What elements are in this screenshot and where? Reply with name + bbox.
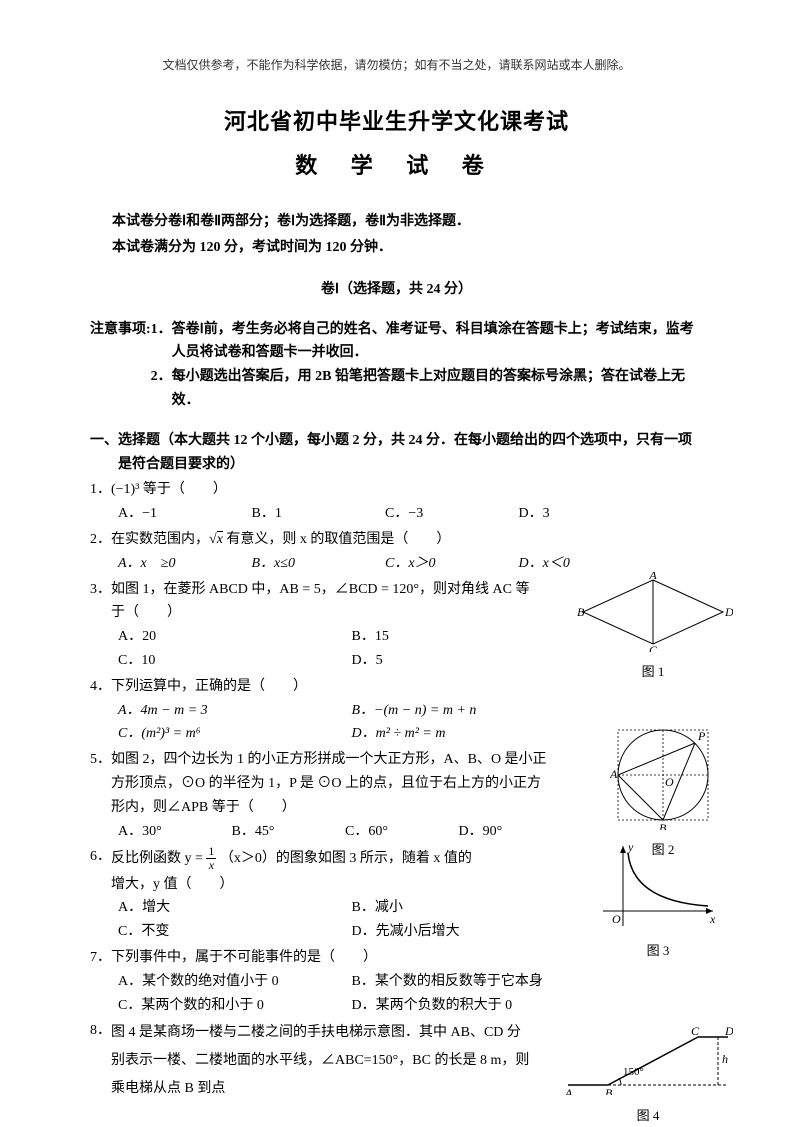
q7-opt-d: D．某两个负数的积大于 0	[352, 994, 513, 1018]
svg-text:P: P	[697, 729, 706, 743]
svg-text:B: B	[659, 821, 667, 830]
q1-options: A．−1 B．1 C．−3 D．3	[118, 502, 703, 526]
svg-text:A: A	[648, 572, 657, 582]
notes-key: 注意事项:	[90, 318, 151, 366]
title-main: 河北省初中毕业生升学文化课考试	[90, 103, 703, 140]
hyperbola-icon: x y O	[598, 841, 718, 931]
figure-2: A B O P 图 2	[608, 720, 718, 861]
question-2: 2． 在实数范围内，√x 有意义，则 x 的取值范围是（ ） A．x ≥0 B．…	[90, 528, 703, 576]
section-head: 一、 选择题（本大题共 12 个小题，每小题 2 分，共 24 分．在每小题给出…	[90, 429, 703, 477]
q6-opt-b: B．减小	[352, 896, 403, 920]
q4-text: 下列运算中，正确的是（ ）	[111, 675, 703, 699]
svg-text:C: C	[691, 1025, 700, 1038]
figure-3: x y O 图 3	[598, 841, 718, 962]
question-6: 6． 反比例函数 y = 1x （x＞0）的图象如图 3 所示，随着 x 值的 …	[90, 845, 703, 944]
escalator-icon: A B C D h 150°	[563, 1025, 733, 1095]
exam-page: 文档仅供参考，不能作为科学依据，请勿模仿；如有不当之处，请联系网站或本人删除。 …	[0, 0, 793, 1122]
q4-num: 4．	[90, 675, 111, 699]
q1-opt-a: A．−1	[118, 502, 248, 526]
svg-text:A: A	[609, 767, 618, 781]
disclaimer-text: 文档仅供参考，不能作为科学依据，请勿模仿；如有不当之处，请联系网站或本人删除。	[90, 55, 703, 75]
q7-opt-b: B．某个数的相反数等于它本身	[352, 970, 543, 994]
q1-text: (−1)³ 等于（ ）	[111, 478, 703, 502]
svg-text:D: D	[724, 605, 733, 619]
q6-num: 6．	[90, 845, 111, 896]
q5-opt-b: B．45°	[232, 820, 342, 844]
svg-text:x: x	[709, 912, 716, 926]
fig4-caption: 图 4	[563, 1105, 733, 1127]
svg-text:150°: 150°	[623, 1066, 644, 1078]
notes-block: 注意事项: 1． 答卷Ⅰ前，考生务必将自己的姓名、准考证号、科目填涂在答题卡上；…	[90, 318, 703, 413]
question-1: 1． (−1)³ 等于（ ） A．−1 B．1 C．−3 D．3	[90, 478, 703, 526]
q4-opt-b: B．−(m − n) = m + n	[352, 699, 477, 723]
q1-opt-c: C．−3	[385, 502, 515, 526]
section-1-label: 卷Ⅰ（选择题，共 24 分）	[90, 278, 703, 302]
q6-text-c: 增大，y 值（ ）	[111, 877, 234, 892]
q1-opt-b: B．1	[252, 502, 382, 526]
q7-options: A．某个数的绝对值小于 0 B．某个数的相反数等于它本身 C．某两个数的和小于 …	[118, 970, 703, 1018]
q6-opt-a: A．增大	[118, 896, 348, 920]
intro-line-1: 本试卷分卷Ⅰ和卷Ⅱ两部分；卷Ⅰ为选择题，卷Ⅱ为非选择题．	[112, 210, 703, 234]
q2-opt-a: A．x ≥0	[118, 552, 248, 576]
q2-num: 2．	[90, 528, 111, 552]
circle-square-icon: A B O P	[608, 720, 718, 830]
q4-opt-c: C．(m²)³ = m⁶	[118, 722, 348, 746]
svg-text:B: B	[577, 605, 585, 619]
q7-opt-a: A．某个数的绝对值小于 0	[118, 970, 348, 994]
svg-text:A: A	[564, 1086, 573, 1095]
sec-head-text: 一、	[90, 429, 118, 477]
title-sub: 数 学 试 卷	[90, 147, 703, 184]
q6-text-a: 反比例函数 y =	[111, 851, 206, 866]
q8-num: 8．	[90, 1019, 111, 1103]
intro-line-2: 本试卷满分为 120 分，考试时间为 120 分钟．	[112, 236, 703, 260]
q2-text-a: 在实数范围内，	[111, 532, 209, 547]
svg-text:C: C	[649, 643, 658, 652]
svg-text:D: D	[724, 1025, 733, 1038]
rhombus-icon: A B C D	[573, 572, 733, 652]
q3-opt-b: B．15	[352, 625, 389, 649]
q5-opt-a: A．30°	[118, 820, 228, 844]
sec-head-body: 选择题（本大题共 12 个小题，每小题 2 分，共 24 分．在每小题给出的四个…	[118, 429, 703, 477]
q4-opt-d: D．m² ÷ m² = m	[352, 722, 446, 746]
figure-1: A B C D 图 1	[573, 572, 733, 683]
q7-num: 7．	[90, 946, 111, 970]
q6-opt-d: D．先减小后增大	[352, 920, 460, 944]
q6-text-b: （x＞0）的图象如图 3 所示，随着 x 值的	[220, 851, 472, 866]
q7-opt-c: C．某两个数的和小于 0	[118, 994, 348, 1018]
figure-4: A B C D h 150° 图 4	[563, 1025, 733, 1126]
notes-1-num: 1．	[151, 318, 172, 366]
q5-opt-c: C．60°	[345, 820, 455, 844]
q1-opt-d: D．3	[519, 502, 649, 526]
q3-opt-d: D．5	[352, 649, 383, 673]
notes-2-num: 2．	[151, 365, 172, 413]
question-3: 3． 如图 1，在菱形 ABCD 中，AB = 5，∠BCD = 120°，则对…	[90, 578, 703, 673]
q3-num: 3．	[90, 578, 111, 626]
q7-text: 下列事件中，属于不可能事件的是（ ）	[111, 946, 703, 970]
q5-num: 5．	[90, 748, 111, 819]
question-7: 7． 下列事件中，属于不可能事件的是（ ） A．某个数的绝对值小于 0 B．某个…	[90, 946, 703, 1017]
svg-text:y: y	[627, 841, 634, 854]
q2-body: 在实数范围内，√x 有意义，则 x 的取值范围是（ ）	[111, 528, 703, 552]
svg-text:B: B	[605, 1086, 613, 1095]
q2-opt-c: C．x＞0	[385, 552, 515, 576]
q4-opt-a: A．4m − m = 3	[118, 699, 348, 723]
svg-text:O: O	[665, 775, 674, 789]
svg-text:O: O	[612, 912, 621, 926]
q2-text-b: 有意义，则 x 的取值范围是（ ）	[223, 532, 451, 547]
q5-opt-d: D．90°	[459, 820, 569, 844]
q6-opt-c: C．不变	[118, 920, 348, 944]
notes-2-body: 每小题选出答案后，用 2B 铅笔把答题卡上对应题目的答案标号涂黑；答在试卷上无效…	[172, 365, 703, 413]
q1-num: 1．	[90, 478, 111, 502]
notes-1-body: 答卷Ⅰ前，考生务必将自己的姓名、准考证号、科目填涂在答题卡上；考试结束，监考人员…	[172, 318, 703, 366]
question-5: 5． 如图 2，四个边长为 1 的小正方形拼成一个大正方形，A、B、O 是小正方…	[90, 748, 703, 843]
svg-text:h: h	[722, 1052, 728, 1066]
q2-opt-b: B．x≤0	[252, 552, 382, 576]
question-8: 8． 图 4 是某商场一楼与二楼之间的手扶电梯示意图．其中 AB、CD 分别表示…	[90, 1019, 703, 1103]
q3-opt-a: A．20	[118, 625, 348, 649]
q3-opt-c: C．10	[118, 649, 348, 673]
